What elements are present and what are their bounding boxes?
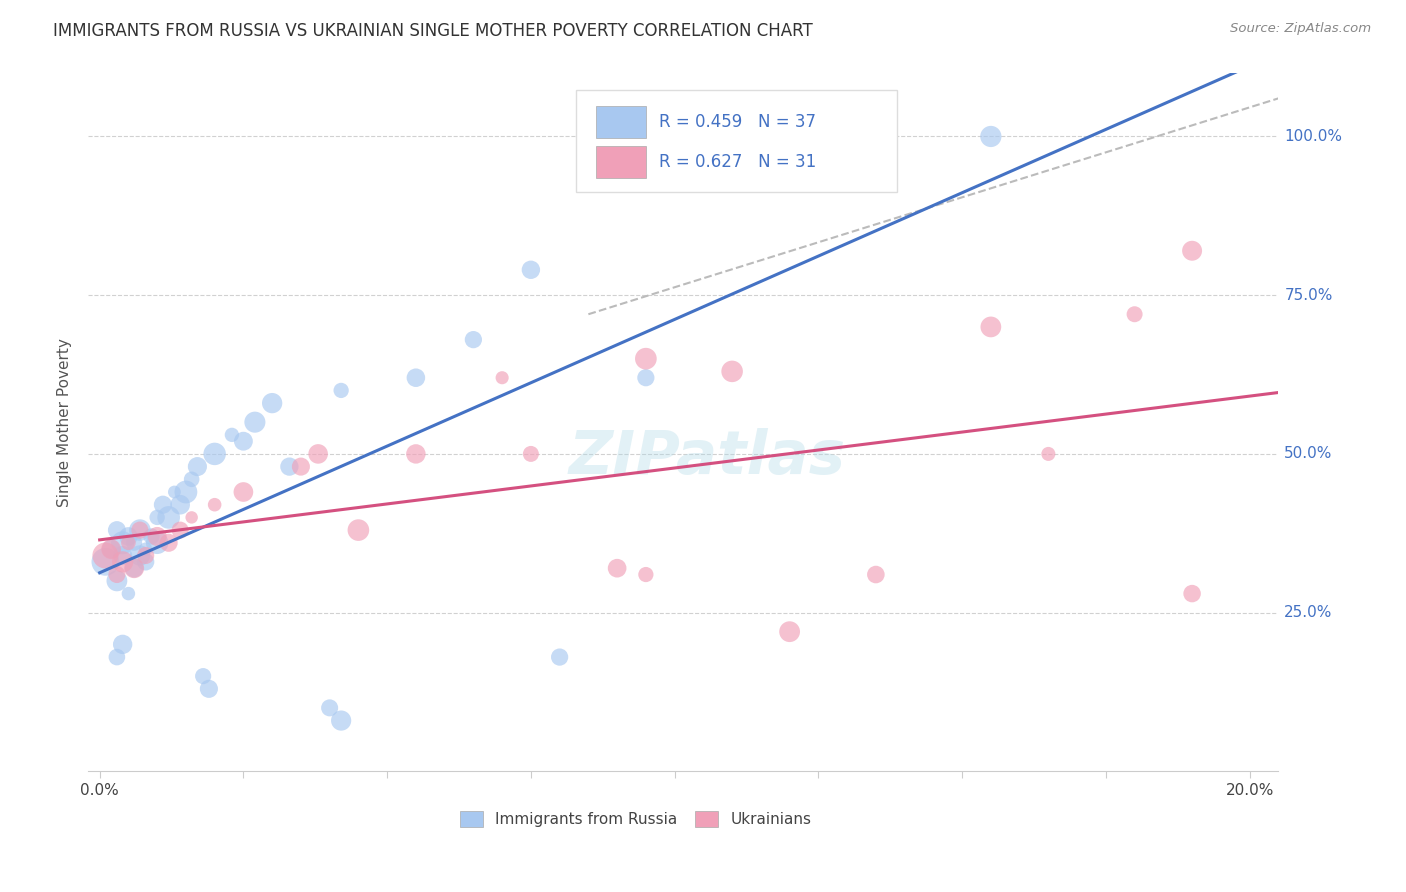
Point: [634, 370, 657, 384]
Point: [117, 586, 139, 600]
Point: [330, 714, 353, 728]
Point: [135, 542, 157, 557]
Point: [278, 459, 301, 474]
Point: [405, 447, 427, 461]
Point: [111, 549, 134, 563]
Point: [1181, 586, 1204, 600]
Point: [169, 498, 191, 512]
Point: [204, 447, 226, 461]
Point: [405, 370, 427, 384]
Point: [111, 555, 134, 569]
Point: [779, 161, 801, 176]
Point: [262, 396, 284, 410]
Y-axis label: Single Mother Poverty: Single Mother Poverty: [58, 338, 72, 507]
Point: [174, 485, 197, 500]
Point: [117, 536, 139, 550]
FancyBboxPatch shape: [596, 145, 647, 178]
Point: [186, 459, 208, 474]
Point: [347, 523, 370, 537]
Point: [180, 472, 202, 486]
Point: [111, 637, 134, 651]
Point: [100, 542, 122, 557]
Point: [865, 567, 887, 582]
Point: [204, 498, 226, 512]
Point: [634, 351, 657, 366]
Point: [105, 574, 128, 588]
Text: 75.0%: 75.0%: [1284, 288, 1333, 302]
Point: [105, 567, 128, 582]
Point: [221, 428, 243, 442]
Point: [111, 536, 134, 550]
Point: [330, 384, 353, 398]
Point: [243, 415, 266, 429]
Point: [129, 549, 152, 563]
Point: [146, 536, 169, 550]
Text: R = 0.459   N = 37: R = 0.459 N = 37: [659, 113, 817, 131]
Point: [169, 523, 191, 537]
FancyBboxPatch shape: [576, 90, 897, 192]
Point: [135, 549, 157, 563]
Legend: Immigrants from Russia, Ukrainians: Immigrants from Russia, Ukrainians: [454, 805, 818, 833]
Point: [105, 523, 128, 537]
Point: [1123, 307, 1146, 321]
Point: [157, 510, 180, 524]
Point: [122, 536, 145, 550]
Point: [129, 523, 152, 537]
Point: [117, 529, 139, 543]
Point: [463, 333, 485, 347]
Point: [152, 498, 174, 512]
Point: [779, 624, 801, 639]
Point: [146, 510, 169, 524]
Point: [1181, 244, 1204, 258]
Point: [94, 555, 117, 569]
Point: [548, 650, 571, 665]
Point: [980, 320, 1002, 334]
Point: [191, 669, 214, 683]
Point: [980, 129, 1002, 144]
Point: [232, 485, 254, 500]
Point: [105, 650, 128, 665]
FancyBboxPatch shape: [596, 106, 647, 138]
Point: [198, 681, 221, 696]
Text: ZIPatlas: ZIPatlas: [568, 427, 845, 487]
Point: [135, 555, 157, 569]
Point: [634, 567, 657, 582]
Point: [290, 459, 312, 474]
Point: [122, 561, 145, 575]
Point: [721, 364, 744, 378]
Point: [520, 262, 543, 277]
Point: [180, 510, 202, 524]
Point: [318, 701, 340, 715]
Text: 100.0%: 100.0%: [1284, 129, 1343, 144]
Point: [141, 529, 163, 543]
Point: [520, 447, 543, 461]
Point: [1038, 447, 1060, 461]
Text: 50.0%: 50.0%: [1284, 446, 1333, 461]
Text: IMMIGRANTS FROM RUSSIA VS UKRAINIAN SINGLE MOTHER POVERTY CORRELATION CHART: IMMIGRANTS FROM RUSSIA VS UKRAINIAN SING…: [53, 22, 813, 40]
Point: [100, 542, 122, 557]
Point: [491, 370, 513, 384]
Point: [606, 561, 628, 575]
Point: [122, 561, 145, 575]
Point: [129, 523, 152, 537]
Point: [157, 536, 180, 550]
Text: 25.0%: 25.0%: [1284, 605, 1333, 620]
Point: [232, 434, 254, 449]
Text: Source: ZipAtlas.com: Source: ZipAtlas.com: [1230, 22, 1371, 36]
Text: R = 0.627   N = 31: R = 0.627 N = 31: [659, 153, 817, 170]
Point: [146, 529, 169, 543]
Point: [307, 447, 329, 461]
Point: [163, 485, 186, 500]
Point: [94, 549, 117, 563]
